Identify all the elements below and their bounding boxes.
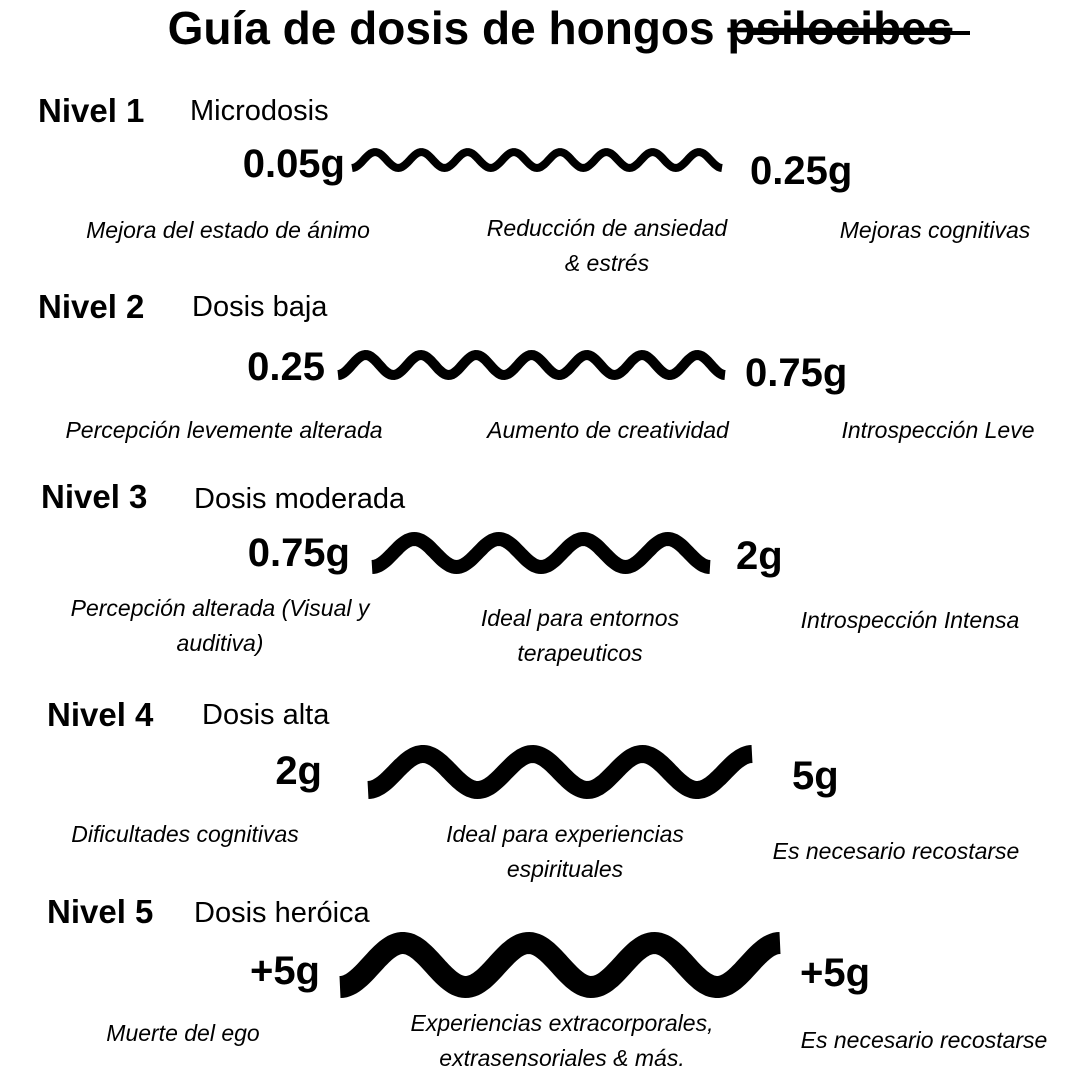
level-name: Dosis heróica xyxy=(194,897,371,929)
dose-max: 0.25g xyxy=(750,149,852,193)
dose-min: 0.75g xyxy=(248,531,350,575)
level-label: Nivel 3 xyxy=(41,478,147,515)
wave xyxy=(367,744,753,800)
effect-line: auditiva) xyxy=(177,630,264,656)
effect: Mejoras cognitivas xyxy=(840,217,1031,243)
level-label: Nivel 1 xyxy=(38,92,144,129)
effect: Muerte del ego xyxy=(106,1020,260,1046)
wave xyxy=(351,148,723,173)
effect: Dificultades cognitivas xyxy=(71,821,299,847)
effect: Percepción levemente alterada xyxy=(65,417,382,443)
title-struck: psilocibes xyxy=(727,2,952,54)
level-name: Dosis alta xyxy=(202,699,330,731)
title: Guía de dosis de hongos psilocibes xyxy=(168,2,953,54)
effect-line: Mejoras cognitivas xyxy=(840,217,1031,243)
effect: Mejora del estado de ánimo xyxy=(86,217,370,243)
dose-min: 0.05g xyxy=(243,142,345,186)
wave xyxy=(337,349,726,381)
effect-line: Dificultades cognitivas xyxy=(71,821,299,847)
wave xyxy=(371,531,711,575)
effect: Aumento de creatividad xyxy=(485,417,730,443)
level-label: Nivel 5 xyxy=(47,893,153,930)
effect: Es necesario recostarse xyxy=(801,1027,1048,1053)
effect-line: Introspección Intensa xyxy=(801,607,1020,633)
dose-min: 0.25 xyxy=(247,345,325,389)
effect: Introspección Intensa xyxy=(801,607,1020,633)
level-label: Nivel 2 xyxy=(38,288,144,325)
level-name: Microdosis xyxy=(190,95,329,127)
effect: Ideal para entornos terapeuticos xyxy=(481,605,680,666)
effect: Introspección Leve xyxy=(841,417,1034,443)
dose-max: +5g xyxy=(800,951,870,995)
level-name: Dosis baja xyxy=(192,291,328,323)
effect-line: Es necesario recostarse xyxy=(801,1027,1048,1053)
effect-line: espirituales xyxy=(507,856,624,882)
effect: Es necesario recostarse xyxy=(773,838,1020,864)
effect-line: Reducción de ansiedad xyxy=(487,215,729,241)
effect-line: terapeuticos xyxy=(517,640,643,666)
effect-line: Percepción alterada (Visual y xyxy=(71,595,371,621)
effect-line: Introspección Leve xyxy=(841,417,1034,443)
effect: Ideal para experiencias espirituales xyxy=(446,821,684,882)
effect: Reducción de ansiedad & estrés xyxy=(487,215,729,276)
effect-line: Experiencias extracorporales, xyxy=(411,1010,714,1036)
effect-line: Muerte del ego xyxy=(106,1020,260,1046)
dose-max: 0.75g xyxy=(745,351,847,395)
effect-line: Percepción levemente alterada xyxy=(65,417,382,443)
effect-line: Es necesario recostarse xyxy=(773,838,1020,864)
effect-line: extrasensoriales & más. xyxy=(439,1045,684,1071)
dose-max: 5g xyxy=(792,754,839,798)
level-label: Nivel 4 xyxy=(47,696,154,733)
effect-line: Ideal para experiencias xyxy=(446,821,684,847)
dose-max: 2g xyxy=(736,534,783,578)
effect: Experiencias extracorporales, extrasensor… xyxy=(411,1010,714,1071)
effect-line: Ideal para entornos xyxy=(481,605,680,631)
effect: Percepción alterada (Visual y auditiva) xyxy=(71,595,371,656)
level-name: Dosis moderada xyxy=(194,483,406,515)
effect-line: Aumento de creatividad xyxy=(485,417,730,443)
effect-line: & estrés xyxy=(565,250,650,276)
effect-line: Mejora del estado de ánimo xyxy=(86,217,370,243)
dose-min: 2g xyxy=(275,749,322,793)
title-text: Guía de dosis de hongos xyxy=(168,2,715,54)
wave xyxy=(339,931,781,999)
dose-min: +5g xyxy=(250,949,320,993)
